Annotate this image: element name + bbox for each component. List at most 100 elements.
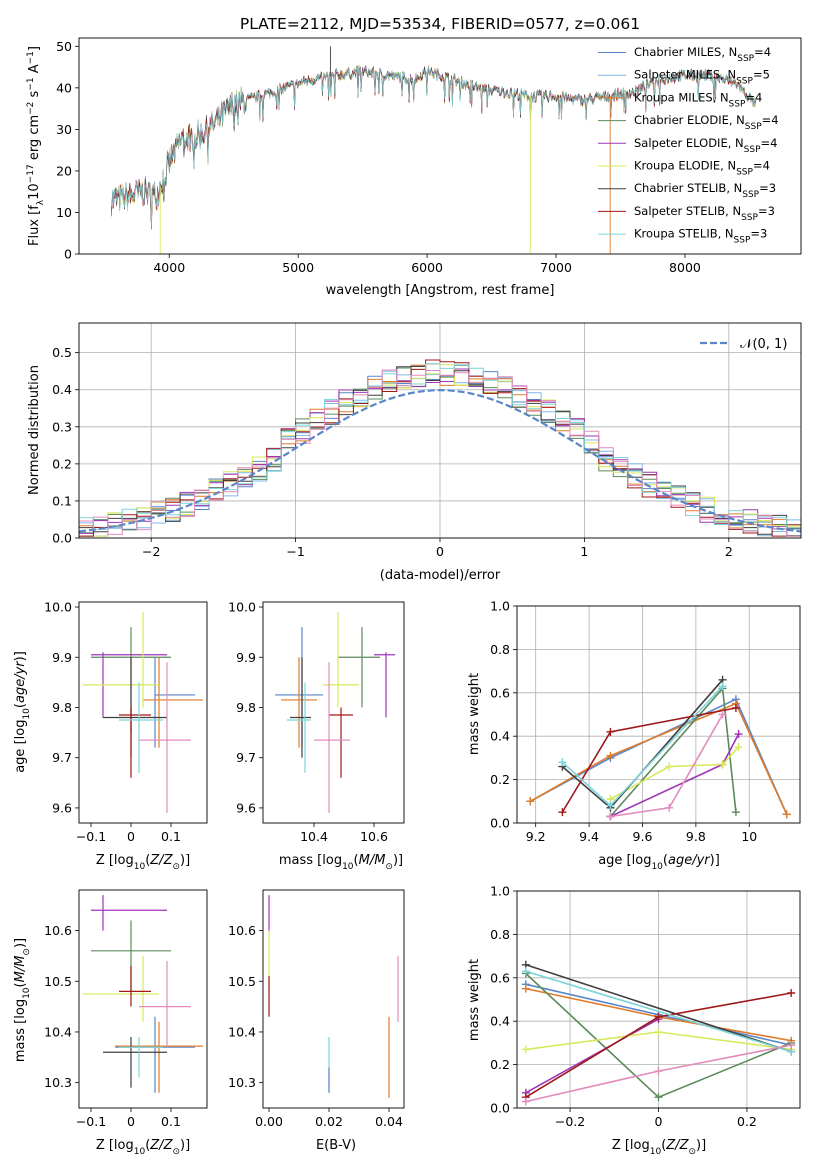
errorbar-kroupa-stelib [119, 682, 163, 773]
y-tick-label: 9.7 [236, 750, 256, 765]
y-tick-label: 0.5 [52, 345, 72, 360]
x-tick-label: 0.02 [315, 1114, 343, 1129]
x-tick-label: 10 [741, 829, 757, 844]
histogram-salpeter-elodie [79, 368, 801, 537]
y-tick-label: 10.5 [44, 974, 72, 989]
x-tick-label: −2 [142, 544, 160, 559]
y-axis-label: mass weight [467, 673, 482, 755]
errorbar-kroupa-stelib [287, 682, 311, 773]
legend-label: Kroupa MILES, NSSP=4 [634, 90, 762, 109]
series-marker [606, 727, 615, 736]
axes-frame [516, 605, 801, 824]
series-marker [521, 1097, 530, 1106]
x-axis-label: Z [log10(Z/Z⊙)] [96, 1138, 190, 1157]
y-tick-label: 10.3 [228, 1075, 256, 1090]
y-tick-label: 40 [56, 80, 72, 95]
y-tick-label: 10.6 [44, 923, 72, 938]
y-tick-label: 0.0 [490, 1101, 510, 1116]
y-tick-label: 0.8 [490, 927, 510, 942]
x-tick-label: −0.1 [76, 829, 106, 844]
x-tick-label: 1 [580, 544, 588, 559]
y-tick-label: 0 [64, 247, 72, 262]
x-tick-label: 6000 [411, 260, 443, 275]
y-tick-label: 9.9 [52, 650, 72, 665]
y-tick-label: 0.2 [52, 456, 72, 471]
series-line [561, 707, 737, 813]
y-tick-label: 1.0 [490, 599, 510, 614]
series-marker [558, 808, 567, 817]
axes-frame [262, 601, 405, 824]
x-tick-label: 9.4 [579, 829, 599, 844]
axes-mass_vs_Z: −0.1 0 0.1 10.3 10.4 10.5 10.6 Z [log10(Z/Z⊙)] m… [13, 889, 208, 1157]
series-line [610, 733, 740, 818]
series-marker [734, 730, 743, 739]
errorbar-chabrier-stelib [103, 657, 167, 758]
y-tick-label: 30 [56, 122, 72, 137]
series-marker [521, 984, 530, 993]
series-marker [521, 1045, 530, 1054]
y-tick-label: 0.6 [490, 685, 510, 700]
y-axis-label: mass weight [467, 959, 482, 1041]
series-line [525, 970, 792, 1053]
series-marker [654, 1067, 663, 1076]
y-tick-label: 0.2 [490, 1057, 510, 1072]
histogram-extra-pink [79, 369, 801, 537]
y-tick-label: 9.8 [52, 700, 72, 715]
y-tick-label: 10.4 [228, 1024, 256, 1039]
y-tick-label: 20 [56, 163, 72, 178]
y-axis-label: mass [log10(M/M⊙)] [13, 938, 32, 1062]
x-tick-label: 7000 [540, 260, 572, 275]
plot-area [268, 895, 399, 1098]
y-tick-label: 10.3 [44, 1075, 72, 1090]
y-tick-label: 1.0 [490, 884, 510, 899]
axes-age_vs_Z: −0.1 0 0.1 9.6 9.7 9.8 9.9 10.0 Z [log10(Z/Z⊙)] a… [13, 600, 208, 872]
errorbar-salpeter-stelib [119, 707, 151, 778]
series-marker [654, 1093, 663, 1102]
series-chabrier-miles [526, 695, 791, 819]
axes-frame [78, 322, 802, 539]
x-tick-label: 0 [127, 829, 135, 844]
x-tick-label: 0 [655, 1114, 663, 1129]
errorbar-kroupa-miles [143, 657, 203, 748]
y-tick-label: 10.5 [228, 974, 256, 989]
axes-frame [516, 890, 801, 1109]
y-axis-label: Flux [fλ10−17 erg cm−2 s−1 A−1] [26, 46, 46, 246]
x-tick-label: 4000 [153, 260, 185, 275]
plot-area [83, 612, 203, 813]
x-tick-label: 9.2 [526, 829, 546, 844]
errorbar-salpeter-elodie [91, 895, 167, 931]
errorbar-chabrier-miles [115, 1016, 195, 1093]
errorbar-extra-pink [139, 960, 191, 1048]
plot-area [110, 46, 756, 254]
series-kroupa-miles [526, 699, 791, 819]
errorbar-kroupa-elodie [83, 612, 159, 708]
series-kroupa-stelib [521, 967, 796, 1056]
series-marker [606, 801, 615, 810]
legend-label: Salpeter MILES, NSSP=5 [634, 68, 770, 87]
axes-frame [78, 889, 208, 1109]
errorbar-extra-pink [139, 662, 191, 813]
x-tick-label: 9.6 [633, 829, 653, 844]
x-tick-label: 2 [725, 544, 733, 559]
normal-curve [79, 388, 801, 533]
y-tick-label: 0.4 [52, 382, 72, 397]
legend-label: Kroupa STELIB, NSSP=3 [634, 227, 767, 246]
axes-age_vs_mass: 10.4 10.6 9.6 9.7 9.8 9.9 10.0 mass [log10(M/M⊙… [228, 600, 405, 872]
x-axis-label: age [log10(age/yr)] [598, 853, 720, 872]
x-axis-label: E(B-V) [316, 1138, 356, 1153]
series-marker [718, 682, 727, 691]
series-marker [734, 743, 743, 752]
y-tick-label: 0.0 [52, 531, 72, 546]
series-marker [606, 751, 615, 760]
axes-residuals: −2 −1 0 1 2 0.0 0.1 0.2 0.3 0.4 0.5 (data-model)/er… [27, 322, 802, 583]
series-line [610, 746, 740, 800]
x-tick-label: 5000 [282, 260, 314, 275]
errorbar-chabrier-stelib [103, 1037, 167, 1088]
series-marker [731, 808, 740, 817]
y-tick-label: 9.7 [52, 750, 72, 765]
legend: 𝒩(0, 1) [700, 337, 787, 352]
plot-area [83, 895, 203, 1093]
legend-label: 𝒩(0, 1) [740, 337, 787, 352]
series-marker [718, 710, 727, 719]
